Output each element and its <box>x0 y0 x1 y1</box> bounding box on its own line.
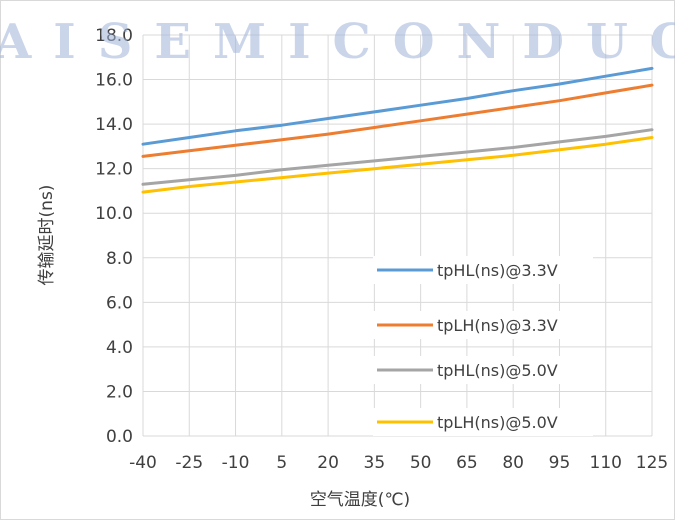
series-line-2 <box>141 83 654 158</box>
legend-label: tpHL(ns)@5.0V <box>437 361 558 380</box>
y-tick-label: 4.0 <box>106 338 133 358</box>
y-tick-label: 2.0 <box>106 382 133 402</box>
series-line-3 <box>141 128 654 186</box>
series-line-4 <box>141 136 654 194</box>
y-tick-label: 8.0 <box>106 249 133 269</box>
y-tick-label: 12.0 <box>95 160 133 180</box>
x-tick-label: 95 <box>549 453 571 473</box>
y-tick-label: 14.0 <box>95 115 133 135</box>
y-tick-label: 6.0 <box>106 293 133 313</box>
watermark-logo-text: AISEMICONDUCTOR <box>0 14 675 70</box>
x-axis-title: 空气温度(℃) <box>310 490 410 510</box>
x-tick-label: 20 <box>317 453 339 473</box>
y-tick-label: 16.0 <box>95 71 133 91</box>
x-tick-label: 50 <box>410 453 432 473</box>
x-tick-label: -25 <box>175 453 203 473</box>
y-tick-label: 18.0 <box>95 26 133 46</box>
x-tick-label: 110 <box>590 453 622 473</box>
x-tick-label: 125 <box>636 453 668 473</box>
x-tick-label: 35 <box>364 453 386 473</box>
x-tick-label: -10 <box>222 453 250 473</box>
series-line-1 <box>141 66 654 146</box>
legend-label: tpLH(ns)@3.3V <box>437 316 558 335</box>
x-tick-label: -40 <box>129 453 157 473</box>
y-tick-label: 0.0 <box>106 427 133 447</box>
x-tick-label: 80 <box>502 453 524 473</box>
x-tick-label: 5 <box>276 453 287 473</box>
y-axis-title: 传输延时(ns) <box>37 185 57 286</box>
legend: tpHL(ns)@3.3V tpLH(ns)@3.3V tpHL(ns)@5.0V t… <box>373 256 593 436</box>
x-tick-label: 65 <box>456 453 478 473</box>
legend-label: tpLH(ns)@5.0V <box>437 413 558 432</box>
series-lines <box>141 66 654 194</box>
legend-label: tpHL(ns)@3.3V <box>437 261 558 280</box>
y-tick-label: 10.0 <box>95 204 133 224</box>
axes: 0.0 2.0 4.0 6.0 8.0 10.0 12.0 14.0 16.0 18.0 -40 -2… <box>95 26 668 473</box>
